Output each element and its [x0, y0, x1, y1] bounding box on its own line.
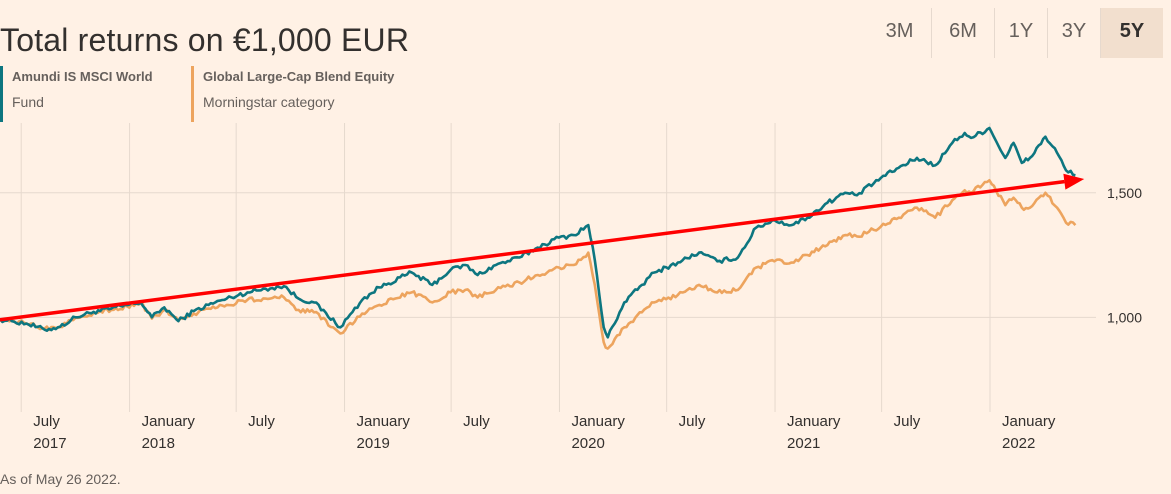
legend-name-category: Global Large-Cap Blend Equity: [203, 69, 395, 84]
annotation-arrow-line: [0, 179, 1065, 322]
series-line-category: [0, 179, 1077, 350]
legend-item-category: Global Large-Cap Blend Equity Morningsta…: [191, 66, 431, 122]
x-tick-label: July: [463, 413, 490, 430]
x-tick-year-label: 2019: [357, 435, 390, 452]
chart-title: Total returns on €1,000 EUR: [0, 22, 410, 58]
x-tick-label: January: [787, 413, 841, 430]
series-line-fund: [0, 126, 1076, 339]
footnote: As of May 26 2022.: [0, 471, 121, 487]
x-tick-year-label: 2018: [142, 435, 175, 452]
tab-1y[interactable]: 1Y: [994, 8, 1047, 58]
y-tick-label: 1,500: [1107, 185, 1142, 201]
tab-3m[interactable]: 3M: [885, 20, 914, 42]
x-tick-label: January: [1002, 413, 1056, 430]
x-tick-year-label: 2021: [787, 435, 820, 452]
legend-name-fund: Amundi IS MSCI World: [12, 69, 153, 84]
x-tick-label: July: [33, 413, 60, 430]
x-tick-year-label: 2017: [33, 435, 66, 452]
x-tick-label: July: [679, 413, 706, 430]
x-tick-label: January: [571, 413, 625, 430]
tab-6m[interactable]: 6M: [931, 8, 994, 58]
x-tick-label: January: [357, 413, 411, 430]
tab-5y[interactable]: 5Y: [1100, 8, 1163, 58]
legend-sub-category: Morningstar category: [203, 94, 335, 110]
x-tick-label: July: [248, 413, 275, 430]
x-tick-label: January: [142, 413, 196, 430]
annotation-arrow-head: [1063, 173, 1085, 190]
legend-item-fund: Amundi IS MSCI World Fund: [0, 66, 180, 122]
tab-3y[interactable]: 3Y: [1047, 8, 1100, 58]
x-tick-year-label: 2022: [1002, 435, 1035, 452]
y-tick-label: 1,000: [1107, 309, 1142, 325]
legend-sub-fund: Fund: [12, 94, 44, 110]
x-tick-year-label: 2020: [571, 435, 604, 452]
period-tabs: 3M 6M 1Y 3Y 5Y: [868, 8, 1163, 58]
x-tick-label: July: [894, 413, 921, 430]
